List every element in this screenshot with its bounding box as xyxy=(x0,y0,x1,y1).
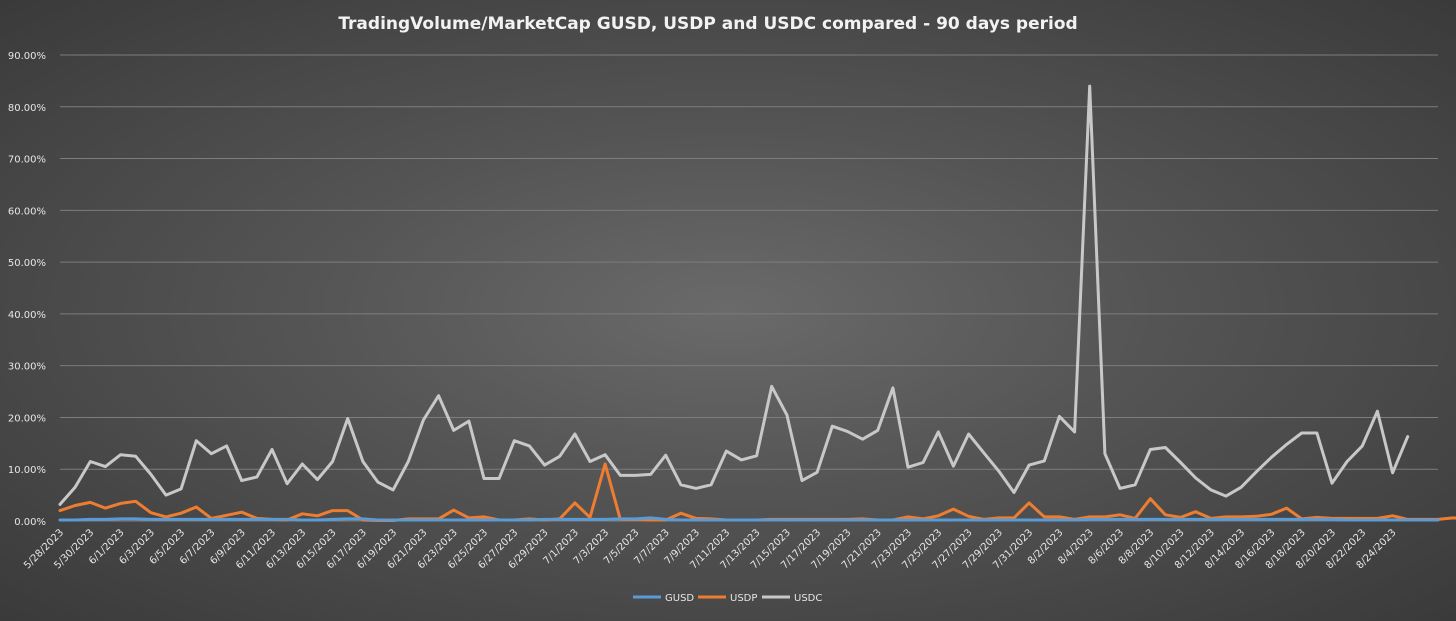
x-axis-ticks: 5/28/20235/30/20236/1/20236/3/20236/5/20… xyxy=(22,527,1399,571)
y-tick-label: 90.00% xyxy=(8,51,46,62)
y-tick-label: 70.00% xyxy=(8,155,46,166)
series-lines xyxy=(58,84,1456,522)
legend-label-usdp: USDP xyxy=(730,593,757,604)
series-line-gusd xyxy=(58,516,1440,522)
series-line-usdc xyxy=(58,84,1410,506)
y-tick-label: 30.00% xyxy=(8,362,46,373)
legend-label-gusd: GUSD xyxy=(665,593,694,604)
y-tick-label: 0.00% xyxy=(14,517,46,528)
legend: GUSD USDP USDC xyxy=(633,593,822,604)
legend-label-usdc: USDC xyxy=(794,593,822,604)
y-tick-label: 60.00% xyxy=(8,206,46,217)
y-tick-label: 80.00% xyxy=(8,103,46,114)
chart-title: TradingVolume/MarketCap GUSD, USDP and U… xyxy=(338,14,1077,34)
series-line-usdp xyxy=(58,462,1456,522)
gridlines xyxy=(60,54,1438,522)
y-tick-label: 40.00% xyxy=(8,310,46,321)
y-tick-label: 50.00% xyxy=(8,258,46,269)
y-tick-label: 20.00% xyxy=(8,413,46,424)
y-tick-label: 10.00% xyxy=(8,465,46,476)
y-axis-ticks: 0.00% 10.00% 20.00% 30.00% 40.00% 50.00% 60.00… xyxy=(8,51,46,528)
